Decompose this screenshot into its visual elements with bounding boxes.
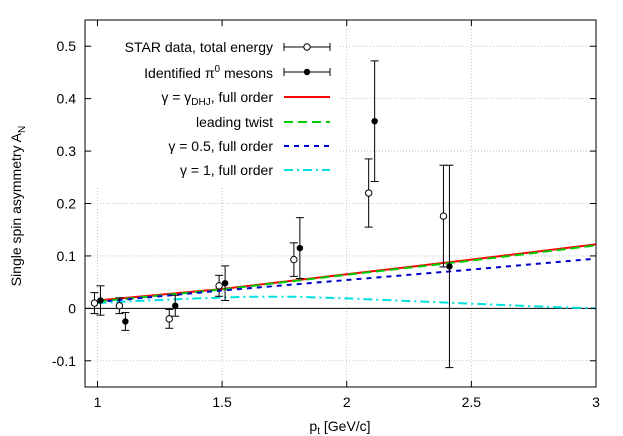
point-marker-filled: [446, 263, 453, 270]
legend-label-dhj-main: γ = γ: [161, 89, 191, 105]
legend-sample-marker-open: [303, 43, 311, 51]
data-point-1-2: [171, 294, 180, 317]
series-line-5: [97, 295, 597, 310]
y-tick-label: 0.3: [57, 143, 77, 159]
svg-text:pt [GeV/c]: pt [GeV/c]: [309, 418, 370, 436]
legend-label-dhj-sub: DHJ: [191, 97, 210, 108]
point-marker-open: [364, 189, 373, 197]
legend-label-pi0: Identified π0 mesons: [144, 64, 273, 81]
x-axis-title: pt [GeV/c]: [309, 418, 370, 436]
y-tick-label: 0: [68, 300, 76, 316]
data-point-1-4: [295, 217, 304, 279]
y-tick-label: 0.4: [57, 91, 77, 107]
legend-label-pi0-main: Identified π: [144, 65, 215, 81]
x-axis-label-subscript: t: [317, 426, 320, 436]
point-marker-open: [165, 315, 173, 323]
data-point-0-4: [289, 242, 298, 277]
data-point-0-1: [115, 297, 124, 315]
data-point-1-0: [96, 285, 105, 316]
data-point-1-3: [221, 265, 230, 301]
legend-label-gamma-half: γ = 0.5, full order: [168, 138, 273, 154]
legend-label-pi0-tail: mesons: [220, 65, 273, 81]
legend-label-leading-twist: leading twist: [196, 114, 273, 130]
x-tick-label: 3: [592, 394, 600, 410]
point-marker-filled: [221, 279, 229, 287]
x-tick-label: 2: [343, 394, 351, 410]
legend-background: [92, 28, 340, 186]
y-tick-label: 0.2: [57, 196, 77, 212]
legend-label-pi0-sup: 0: [215, 64, 221, 75]
x-tick-label: 1.5: [212, 394, 232, 410]
point-marker-open: [90, 299, 99, 307]
series-line-2: [97, 243, 597, 302]
x-axis-label-unit: [GeV/c]: [320, 418, 371, 434]
x-tick-label: 1: [94, 394, 102, 410]
point-marker-open: [290, 255, 298, 264]
point-marker-open: [439, 212, 448, 220]
y-tick-label: -0.1: [52, 353, 76, 369]
y-axis-title: Single spin asymmetry AN: [8, 126, 28, 287]
y-tick-label: 0.1: [57, 248, 77, 264]
point-marker-filled: [172, 302, 179, 309]
point-marker-filled: [122, 318, 129, 325]
point-marker-filled: [371, 117, 378, 125]
axis-ticks: 1 1.5 2 2.5 3 -0.1 0 0.1 0.2 0.3 0.4 0.5: [52, 20, 600, 410]
x-tick-label: 2.5: [462, 394, 482, 410]
data-point-0-5: [364, 158, 373, 228]
legend-label-star-total: STAR data, total energy: [125, 39, 273, 55]
point-marker-open: [115, 302, 124, 310]
svg-text:Single spin asymmetry AN: Single spin asymmetry AN: [8, 126, 28, 287]
point-marker-filled: [296, 244, 304, 252]
data-point-1-5: [370, 60, 379, 182]
y-axis-label: Single spin asymmetry A: [8, 132, 24, 286]
data-points: [90, 60, 454, 369]
legend: STAR data, total energy Identified π0 me…: [125, 39, 331, 178]
legend-label-gamma-one: γ = 1, full order: [180, 162, 273, 178]
legend-samples: [283, 43, 331, 171]
data-point-0-2: [165, 308, 174, 329]
data-point-0-3: [215, 274, 224, 297]
data-point-1-1: [121, 312, 130, 331]
x-axis-label: p: [309, 418, 317, 434]
series-line-4: [97, 257, 597, 304]
legend-label-dhj-tail: , full order: [211, 89, 274, 105]
data-point-0-0: [90, 292, 99, 315]
model-curves: [97, 243, 597, 310]
data-point-0-6: [439, 164, 448, 268]
y-tick-label: 0.5: [57, 38, 77, 54]
point-marker-filled: [97, 297, 104, 304]
point-marker-open: [215, 282, 223, 290]
y-axis-label-subscript: N: [17, 126, 28, 133]
data-point-1-6: [445, 164, 454, 369]
legend-label-dhj: γ = γDHJ, full order: [161, 89, 273, 108]
legend-sample-marker-filled: [303, 68, 311, 76]
